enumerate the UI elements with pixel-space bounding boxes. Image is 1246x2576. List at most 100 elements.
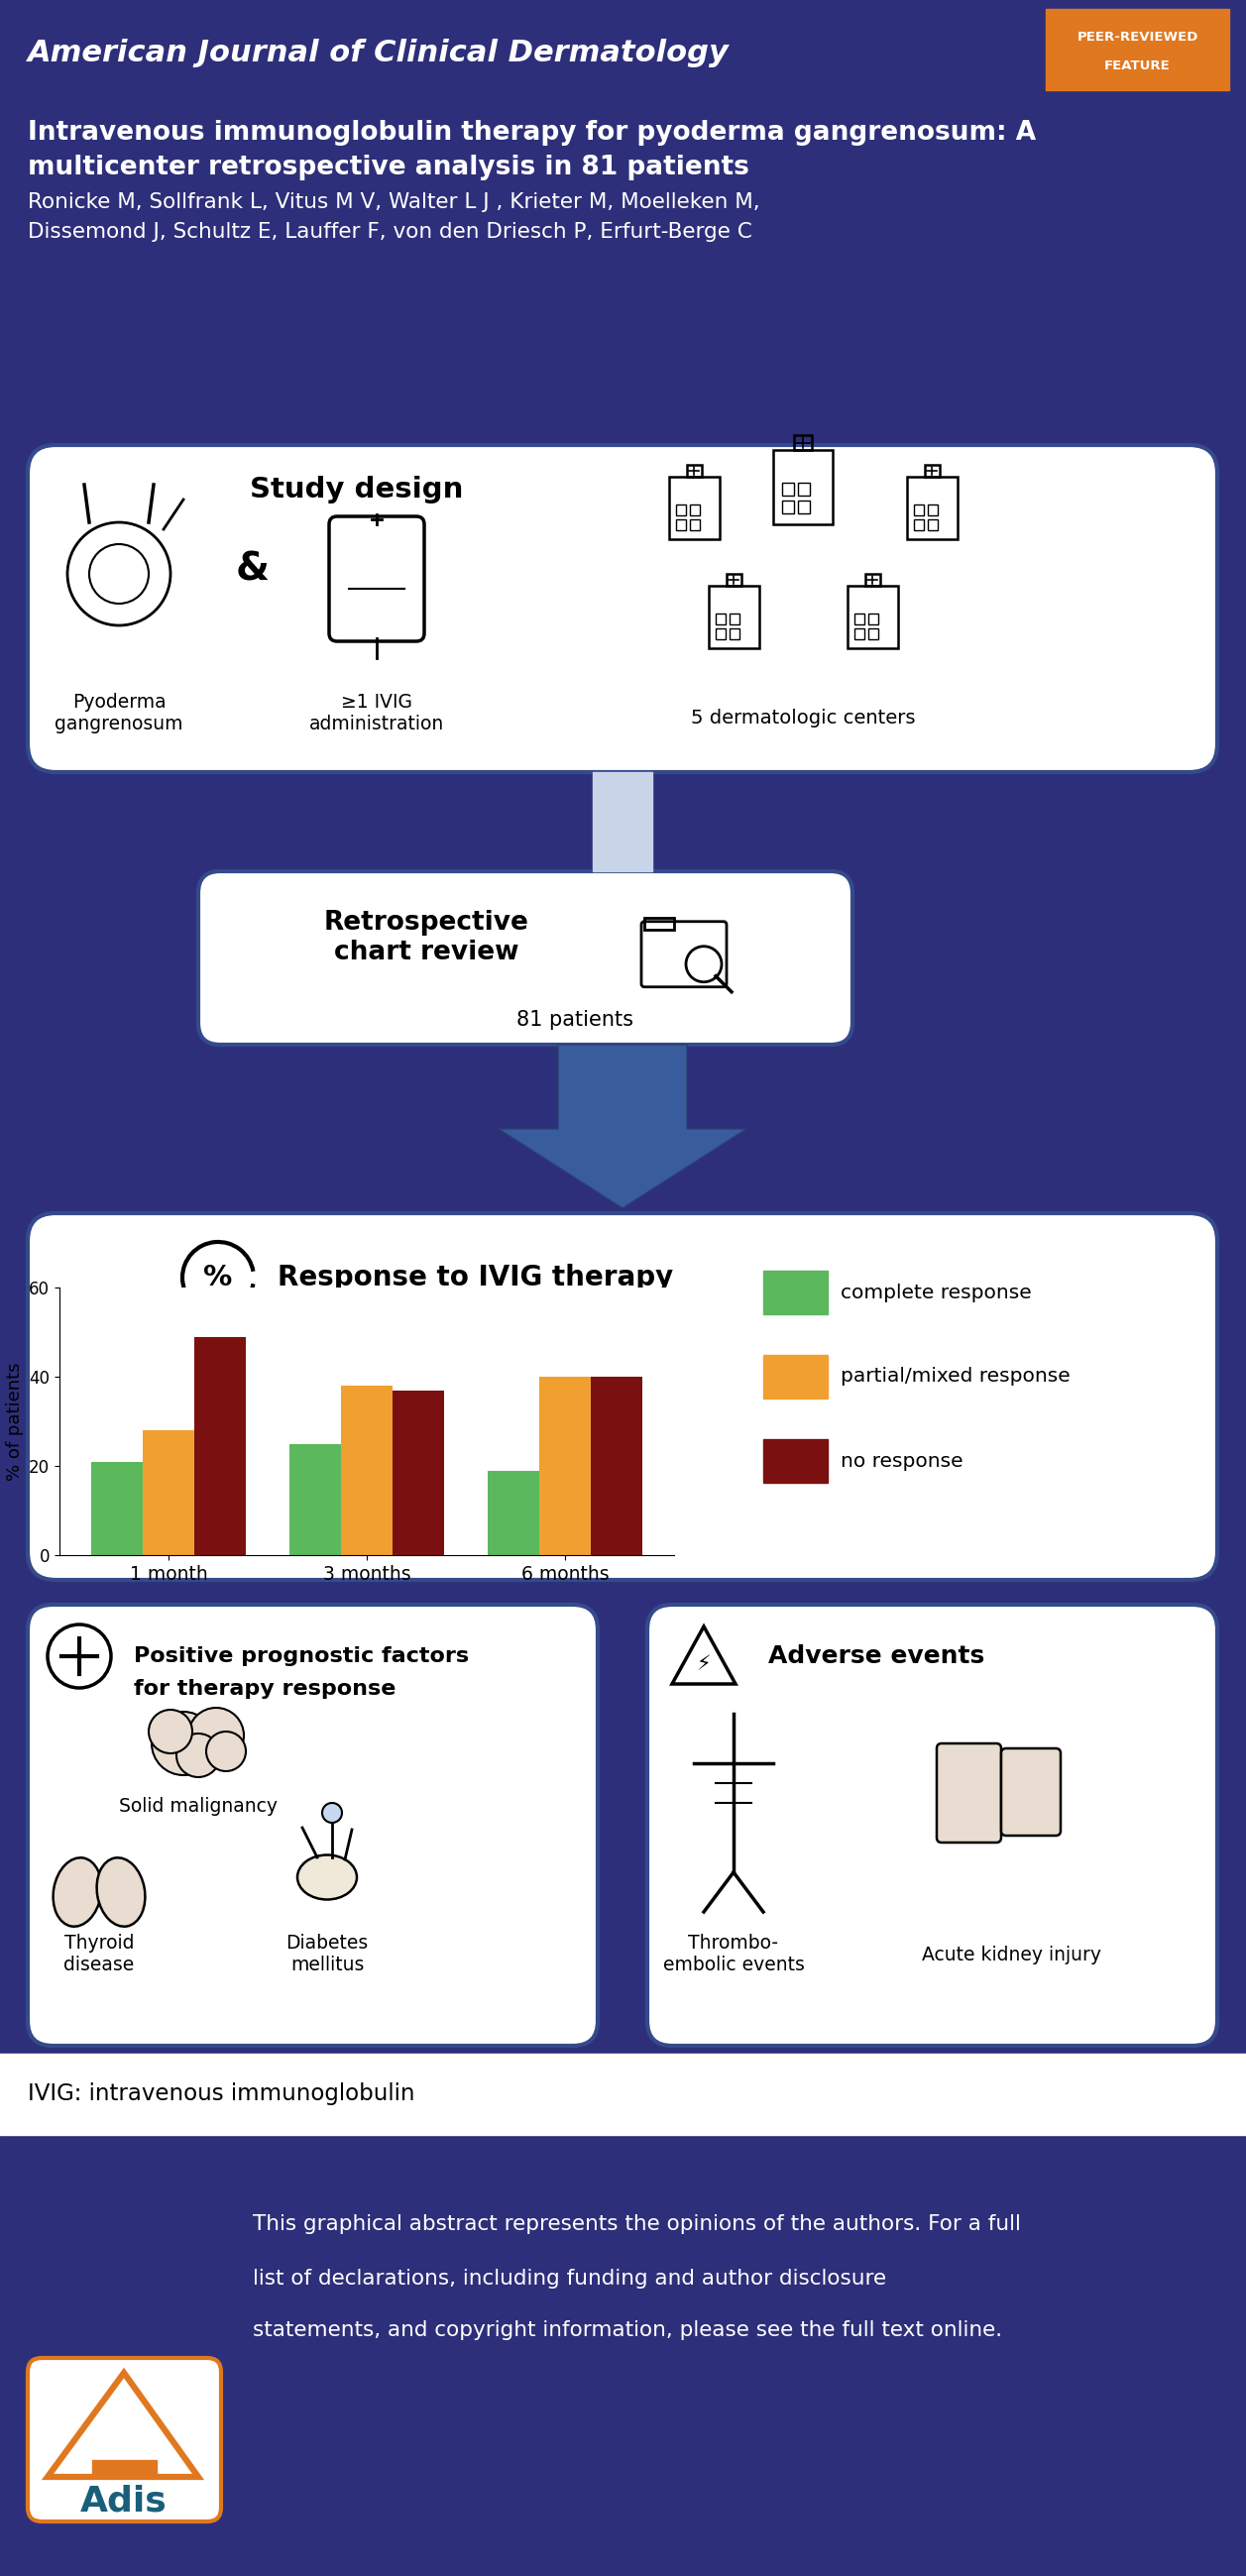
Bar [644, 917, 674, 930]
Text: Pyoderma
gangrenosum: Pyoderma gangrenosum [55, 693, 183, 734]
Text: complete response: complete response [841, 1283, 1032, 1301]
Text: Study design: Study design [250, 477, 464, 502]
FancyBboxPatch shape [27, 2357, 221, 2522]
Bar [92, 2460, 157, 2478]
Bar [764, 1440, 827, 1484]
Bar [690, 520, 700, 531]
Bar [774, 451, 832, 526]
Bar [289, 1443, 341, 1556]
Bar [487, 1471, 540, 1556]
Circle shape [188, 1708, 244, 1762]
Bar [847, 585, 898, 649]
Bar [907, 477, 957, 538]
Bar [913, 505, 923, 515]
Text: list of declarations, including funding and author disclosure: list of declarations, including funding … [253, 2269, 886, 2287]
Text: Adis: Adis [81, 2486, 167, 2519]
Text: Retrospective
chart review: Retrospective chart review [324, 909, 528, 966]
Text: This graphical abstract represents the opinions of the authors. For a full: This graphical abstract represents the o… [253, 2215, 1020, 2233]
Text: %: % [203, 1265, 233, 1291]
Text: for therapy response: for therapy response [133, 1680, 396, 1698]
Text: IVIG: intravenous immunoglobulin: IVIG: intravenous immunoglobulin [27, 2084, 415, 2105]
Bar [0, 2053, 1246, 2136]
Bar [868, 629, 878, 639]
Text: PEER-REVIEWED: PEER-REVIEWED [1077, 31, 1199, 44]
Bar [913, 520, 923, 531]
Circle shape [323, 1803, 341, 1824]
Text: ⚡: ⚡ [697, 1654, 711, 1674]
Text: Intravenous immunoglobulin therapy for pyoderma gangrenosum: A: Intravenous immunoglobulin therapy for p… [27, 121, 1035, 147]
Circle shape [177, 1734, 221, 1777]
Bar [764, 1270, 827, 1314]
Bar [593, 773, 652, 871]
Bar [91, 1461, 143, 1556]
Ellipse shape [97, 1857, 145, 1927]
Bar [866, 574, 880, 585]
Bar [540, 1376, 591, 1556]
Text: statements, and copyright information, please see the full text online.: statements, and copyright information, p… [253, 2321, 1002, 2339]
Bar [687, 464, 701, 477]
Text: American Journal of Clinical Dermatology: American Journal of Clinical Dermatology [27, 39, 729, 67]
Text: 5 dermatologic centers: 5 dermatologic centers [690, 708, 915, 726]
Text: multicenter retrospective analysis in 81 patients: multicenter retrospective analysis in 81… [27, 155, 749, 180]
FancyBboxPatch shape [27, 1213, 1217, 1579]
Text: Acute kidney injury: Acute kidney injury [921, 1945, 1100, 1963]
Bar [764, 1355, 827, 1399]
Bar [341, 1386, 392, 1556]
FancyBboxPatch shape [27, 446, 1217, 773]
Text: Diabetes
mellitus: Diabetes mellitus [285, 1935, 369, 1976]
Polygon shape [498, 1046, 746, 1208]
Bar [677, 520, 687, 531]
Bar [715, 613, 725, 623]
Text: Thyroid
disease: Thyroid disease [64, 1935, 135, 1976]
Bar [591, 1376, 643, 1556]
Text: Dissemond J, Schultz E, Lauffer F, von den Driesch P, Erfurt-Berge C: Dissemond J, Schultz E, Lauffer F, von d… [27, 222, 753, 242]
Ellipse shape [298, 1855, 356, 1899]
Bar [1045, 8, 1229, 90]
Bar [143, 1430, 194, 1556]
Text: 81 patients: 81 patients [516, 1010, 633, 1030]
Circle shape [148, 1710, 192, 1754]
FancyBboxPatch shape [198, 871, 852, 1046]
Bar [782, 500, 794, 513]
Bar [677, 505, 687, 515]
Bar [868, 613, 878, 623]
Bar [925, 464, 939, 477]
Bar [709, 585, 759, 649]
FancyBboxPatch shape [27, 1605, 598, 2045]
Text: &: & [235, 551, 269, 587]
Text: no response: no response [841, 1450, 963, 1471]
Bar [730, 613, 739, 623]
Text: Response to IVIG therapy: Response to IVIG therapy [278, 1265, 673, 1291]
Text: Ronicke M, Sollfrank L, Vitus M V, Walter L J , Krieter M, Moelleken M,: Ronicke M, Sollfrank L, Vitus M V, Walte… [27, 193, 760, 211]
FancyBboxPatch shape [937, 1744, 1002, 1842]
Bar [0, 2136, 1246, 2576]
Text: Solid malignancy: Solid malignancy [118, 1795, 278, 1816]
Text: ≥1 IVIG
administration: ≥1 IVIG administration [309, 693, 445, 734]
Bar [782, 482, 794, 495]
Text: partial/mixed response: partial/mixed response [841, 1368, 1070, 1386]
Circle shape [152, 1710, 216, 1775]
Bar [690, 505, 700, 515]
FancyBboxPatch shape [647, 1605, 1217, 2045]
Bar [855, 629, 865, 639]
Bar [794, 435, 812, 451]
Bar [855, 613, 865, 623]
Bar [715, 629, 725, 639]
Ellipse shape [54, 1857, 101, 1927]
Bar [928, 520, 938, 531]
Text: Thrombo-
embolic events: Thrombo- embolic events [663, 1935, 805, 1976]
Bar [797, 500, 810, 513]
Bar [730, 629, 739, 639]
Text: Adverse events: Adverse events [769, 1643, 984, 1669]
Bar [194, 1337, 245, 1556]
FancyBboxPatch shape [1002, 1749, 1060, 1837]
Bar [392, 1391, 444, 1556]
Bar [928, 505, 938, 515]
Text: FEATURE: FEATURE [1104, 59, 1170, 72]
Bar [797, 482, 810, 495]
Y-axis label: % of patients: % of patients [5, 1363, 24, 1481]
Bar [0, 0, 1246, 425]
Text: Positive prognostic factors: Positive prognostic factors [133, 1646, 468, 1667]
Bar [726, 574, 741, 585]
Circle shape [206, 1731, 245, 1772]
